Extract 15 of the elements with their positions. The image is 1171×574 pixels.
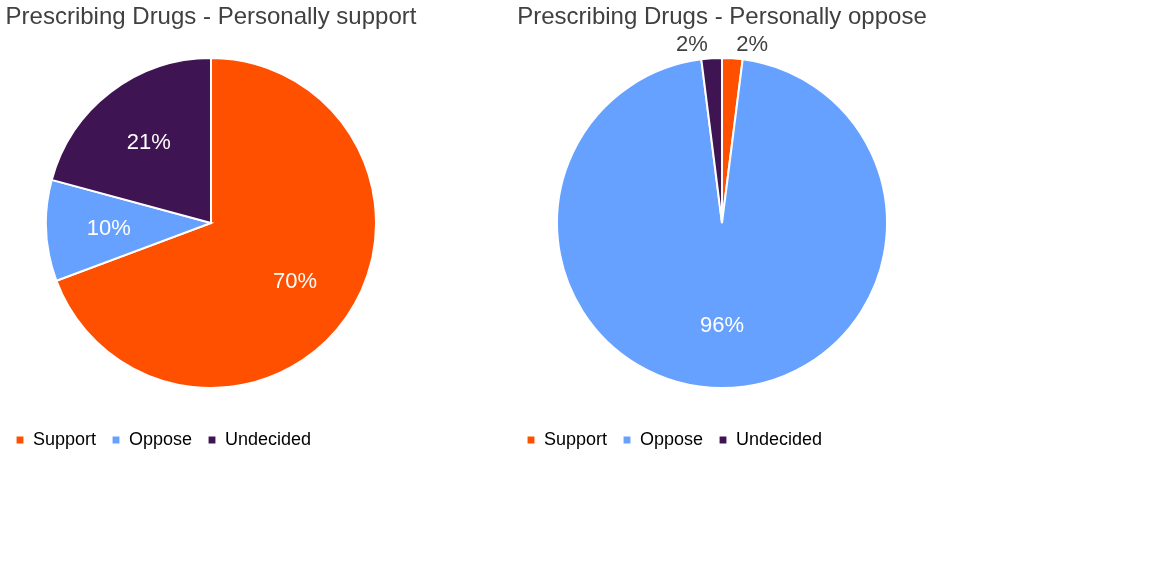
data-label: 96% [699,312,745,338]
legend-label: Oppose [129,429,193,449]
data-label: 10% [86,214,131,240]
chart-title: Prescribing Drugs - Personally support [5,2,417,29]
data-label: 21% [126,128,171,154]
chart-title: Prescribing Drugs - Personally oppose [517,2,927,29]
legend-label: Support [544,429,608,449]
data-label: 2% [675,31,708,57]
data-label: 70% [273,268,318,294]
pie-slice [556,58,888,389]
legend-label: Support [33,429,97,449]
legend-label: Undecided [736,429,823,449]
legend-label: Oppose [640,429,704,449]
data-label: 2% [736,31,769,57]
legend-label: Undecided [225,429,312,449]
